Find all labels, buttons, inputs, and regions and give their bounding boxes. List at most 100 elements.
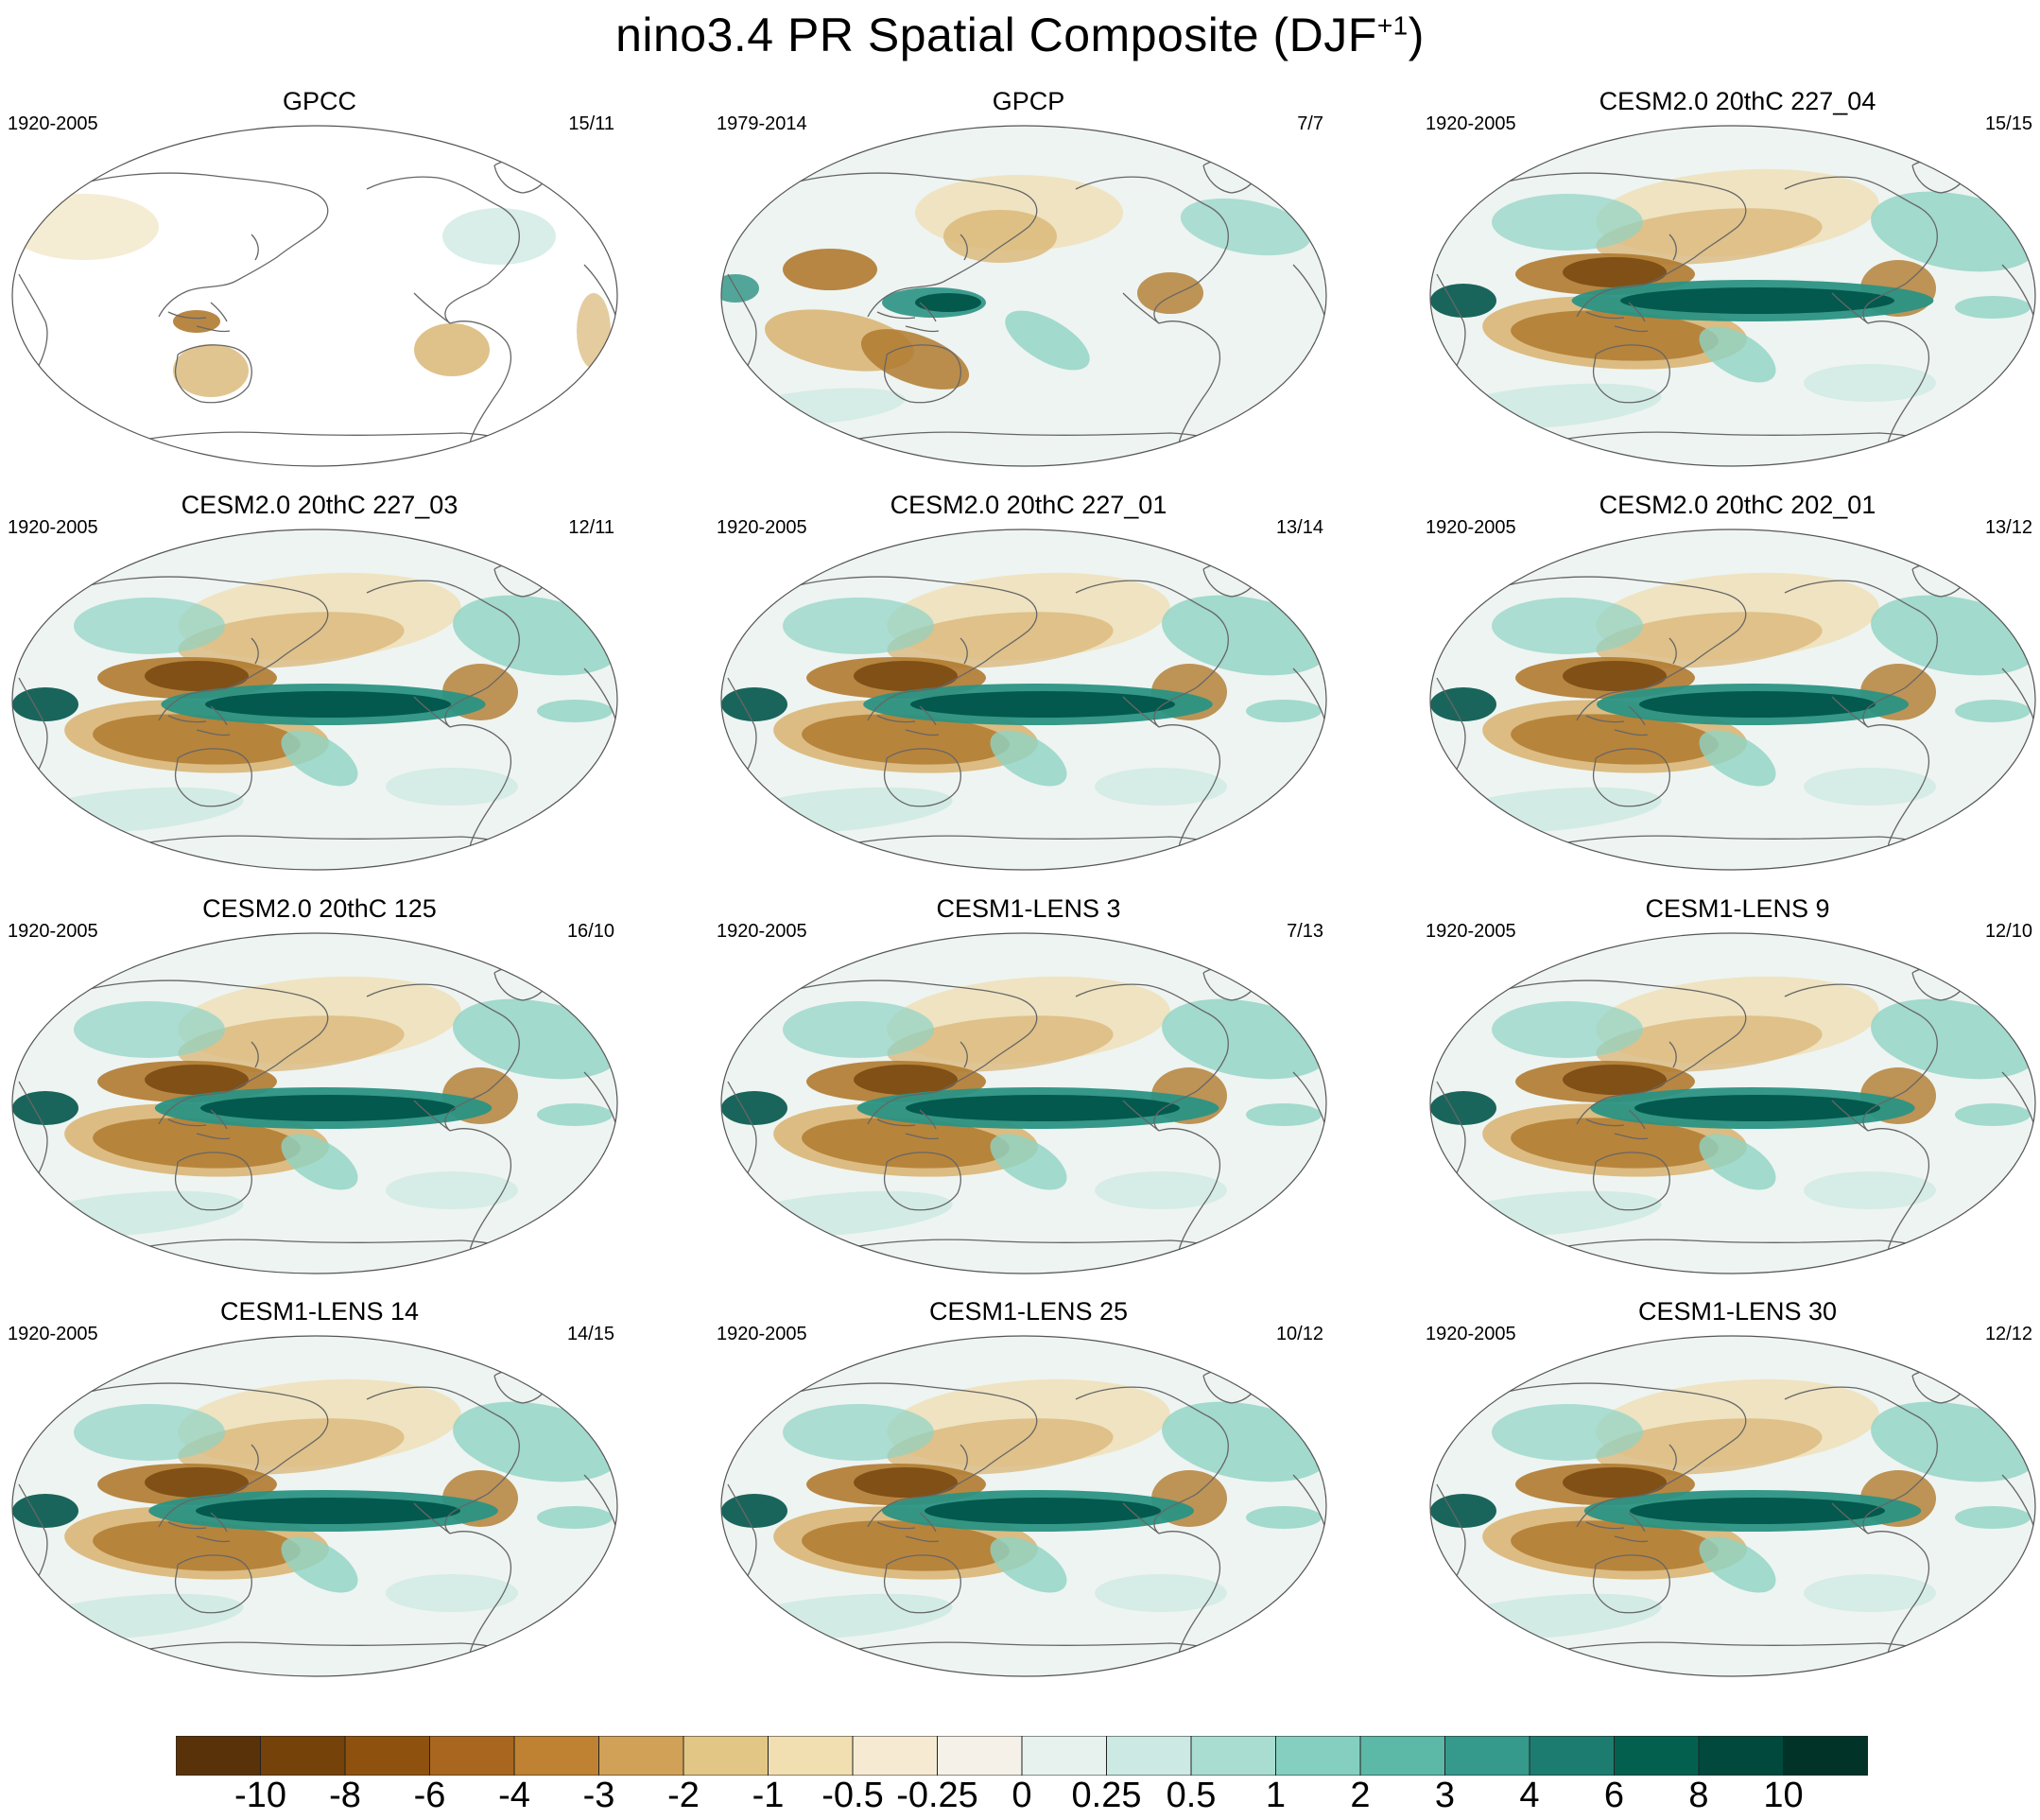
field-npac-dry-core: [178, 1418, 405, 1475]
field-spcz-wet: [1005, 310, 1090, 371]
field-satl-wet: [1804, 768, 1936, 806]
colorbar-tick-label: 8: [1688, 1776, 1709, 1815]
colorbar-swatch: [852, 1736, 939, 1776]
colorbar-swatch: [344, 1736, 431, 1776]
coast-maritime: [876, 705, 940, 737]
field-npac-dry-core: [1596, 1418, 1823, 1475]
field-eq-wet-core: [910, 691, 1175, 718]
field-asia-wet: [783, 1404, 934, 1461]
map-panel: CESM1-LENS 9 1920-2005 12/10: [1426, 894, 2040, 1291]
field-wpac-dry-core: [1563, 1467, 1667, 1498]
map-frame: [1429, 529, 2036, 871]
coast-australia: [883, 344, 961, 404]
coast-central-america: [1831, 1502, 1869, 1534]
coast-africa-east: [18, 1081, 48, 1179]
coast-asia: [63, 172, 329, 283]
field-wpac-dry-core: [145, 1065, 249, 1095]
field-spac-dry-core: [1511, 310, 1719, 361]
coast-north-america: [1784, 580, 1938, 728]
field-npac-dry-core: [178, 612, 405, 668]
robinson-map: [1429, 125, 2036, 467]
panel-title: CESM1-LENS 25: [928, 1297, 1129, 1326]
precip-field: [1430, 1378, 2035, 1640]
coast-australia: [174, 748, 252, 807]
field-indian-wet: [1430, 1091, 1496, 1125]
coast-maritime: [167, 705, 231, 737]
coast-australia: [883, 1152, 961, 1211]
field-atl-eq: [537, 700, 613, 722]
coast-australia: [1592, 748, 1670, 807]
field-atl-eq: [1955, 700, 2031, 722]
coast-east-asia: [867, 1491, 944, 1528]
field-spcz-wet: [990, 1134, 1067, 1190]
field-indian-wet: [1430, 1494, 1496, 1528]
coast-asia: [772, 576, 1038, 686]
field-spac-dry-core: [860, 329, 970, 390]
colorbar-tick-label: 1: [1265, 1776, 1287, 1815]
robinson-map: [720, 1335, 1327, 1677]
field-wpac-dry-core: [145, 661, 249, 691]
robinson-map: [11, 125, 618, 467]
coast-asia: [63, 576, 329, 686]
field-atl-wet: [1180, 198, 1312, 256]
field-indian-wet: [721, 1494, 787, 1528]
coast-north-america: [1075, 580, 1229, 728]
title-close: ): [1408, 9, 1425, 61]
panel-title: CESM1-LENS 9: [1645, 894, 1830, 923]
coast-east-asia: [1576, 281, 1653, 318]
field-eq-wet-core: [1634, 1095, 1880, 1121]
colorbar-swatch: [176, 1736, 262, 1776]
panel-count: 12/11: [568, 517, 614, 538]
colorbar-tick-label: -3: [582, 1776, 615, 1815]
coast-maritime: [1585, 1512, 1649, 1543]
coast-north-america: [366, 176, 520, 324]
panel-period: 1979-2014: [717, 113, 807, 134]
precip-field: [12, 976, 617, 1238]
field-wpac-dry-core: [854, 1065, 958, 1095]
field-eurasia-dry: [12, 194, 159, 260]
field-samerica-dry: [1137, 272, 1203, 314]
coast-north-america: [366, 580, 520, 728]
coast-australia: [1592, 1554, 1670, 1614]
panel-count: 15/11: [568, 113, 614, 134]
coast-japan: [1668, 1444, 1677, 1471]
coast-maritime: [1585, 302, 1649, 333]
field-eq-wet-core: [925, 1498, 1161, 1524]
colorbar-swatch: [1190, 1736, 1277, 1776]
field-eq-wet-core: [196, 1498, 460, 1524]
coast-north-america: [1784, 176, 1938, 324]
robinson-map: [11, 932, 618, 1274]
map-background: [12, 126, 617, 466]
field-eq-wet-core: [1630, 1498, 1885, 1524]
figure-title: nino3.4 PR Spatial Composite (DJF+1): [0, 8, 2040, 62]
field-eq-wet-core: [915, 293, 981, 312]
coast-maritime: [876, 1109, 940, 1140]
coast-central-america: [413, 1100, 451, 1132]
map-panel: CESM2.0 20thC 227_03 1920-2005 12/11: [8, 491, 631, 888]
field-npac-dry-core: [1596, 208, 1823, 265]
panel-title: CESM2.0 20thC 125: [202, 894, 437, 923]
field-spac-dry-core: [802, 1520, 1010, 1571]
panel-period: 1920-2005: [1426, 1324, 1516, 1344]
coast-north-america: [366, 983, 520, 1132]
field-africa-dry: [577, 293, 611, 369]
title-superscript: +1: [1376, 10, 1409, 41]
coast-asia: [1481, 1382, 1747, 1493]
panel-period: 1920-2005: [8, 113, 98, 134]
colorbar-tick-label: 0.25: [1071, 1776, 1142, 1815]
coast-africa-east: [1436, 1483, 1466, 1582]
field-satl-wet: [1095, 1574, 1227, 1612]
coast-north-america: [1784, 983, 1938, 1132]
coast-east-asia: [158, 281, 235, 318]
field-spac-dry-core: [1511, 1520, 1719, 1571]
colorbar-swatch: [937, 1736, 1023, 1776]
coast-africa-east: [18, 273, 48, 372]
field-npac-dry-core: [1596, 1015, 1823, 1072]
precip-field: [721, 175, 1312, 425]
coast-east-asia: [867, 281, 944, 318]
coast-africa-east: [727, 1483, 757, 1582]
field-spcz-wet: [1699, 326, 1776, 383]
robinson-map: [720, 932, 1327, 1274]
panel-title: GPCP: [992, 87, 1065, 115]
map-frame: [1429, 932, 2036, 1274]
